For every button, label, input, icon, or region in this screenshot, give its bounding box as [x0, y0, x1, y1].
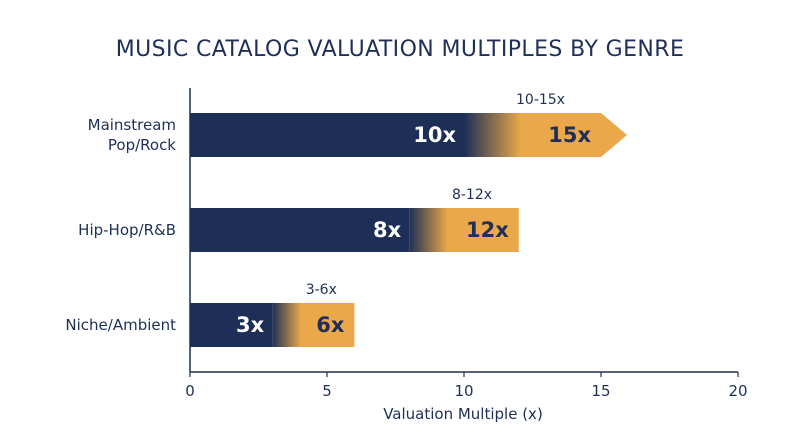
x-tick-label: 0: [185, 382, 195, 400]
axes-group: Mainstream Pop/Rock Hip-Hop/R&B Niche/Ambie…: [65, 88, 748, 400]
chart-title: MUSIC CATALOG VALUATION MULTIPLES BY GEN…: [116, 37, 685, 62]
category-label: Hip-Hop/R&B: [78, 221, 176, 239]
range-label: 8-12x: [452, 187, 492, 203]
bar-upper-value-label: 12x: [466, 218, 509, 242]
bar-base-value-label: 8x: [373, 218, 402, 242]
bar-upper-segment: [409, 208, 519, 252]
bar-base-segment: [190, 303, 273, 347]
bar-upper-value-label: 6x: [316, 313, 345, 337]
range-label: 10-15x: [516, 92, 565, 108]
x-tick-label: 20: [728, 382, 747, 400]
bar-base-segment: [190, 208, 410, 252]
category-label: Mainstream Pop/Rock: [88, 116, 177, 154]
bar-base-segment: [190, 113, 464, 157]
x-tick-label: 15: [591, 382, 610, 400]
bar-upper-value-label: 15x: [548, 123, 591, 147]
bars-group: 10x 15x 10-15x 8x 12x 8-12x 3x 6x 3-6x: [190, 92, 627, 347]
bar-base-value-label: 10x: [413, 123, 456, 147]
x-tick-label: 10: [454, 382, 473, 400]
bar-base-value-label: 3x: [236, 313, 265, 337]
range-label: 3-6x: [306, 282, 337, 298]
category-label: Niche/Ambient: [65, 316, 176, 334]
bar-upper-segment: [464, 113, 627, 157]
x-axis-title: Valuation Multiple (x): [383, 405, 543, 423]
bar-upper-segment: [272, 303, 355, 347]
x-tick-label: 5: [322, 382, 332, 400]
